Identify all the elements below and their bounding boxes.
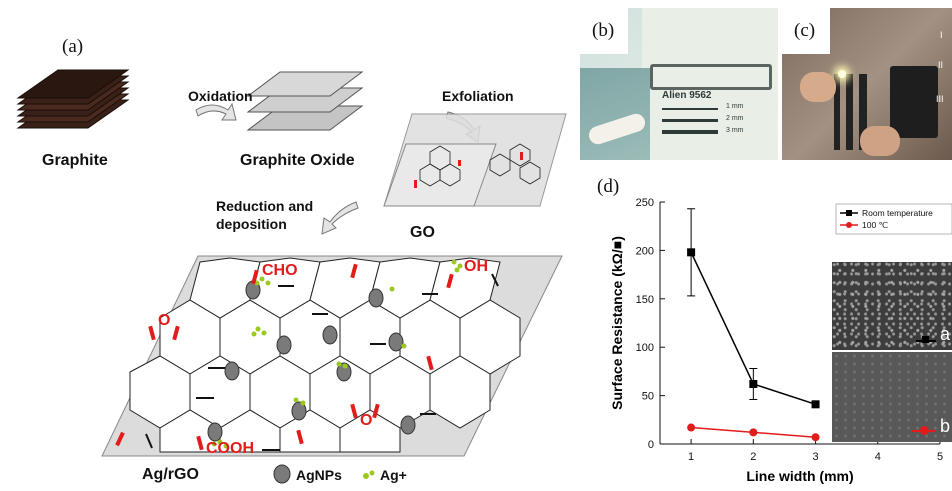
width-label-2: 2 mm <box>726 115 744 122</box>
group-cooh: COOH <box>206 440 254 457</box>
y-tick-label: 200 <box>636 245 654 257</box>
y-axis-label: Surface Resistance (kΩ/■) <box>609 236 625 410</box>
label-deposition: deposition <box>216 216 287 232</box>
width-label-1: 1 mm <box>726 103 744 110</box>
go-sheet-icon <box>383 113 567 207</box>
legend-agnps-label: AgNPs <box>296 467 342 483</box>
label-graphite-oxide: Graphite Oxide <box>240 152 355 169</box>
label-oxidation: Oxidation <box>188 88 253 104</box>
group-o-left: O <box>158 312 171 329</box>
photo-paper <box>642 8 778 160</box>
antenna-trace <box>650 64 772 90</box>
y-tick-label: 150 <box>636 294 654 306</box>
y-tick-label: 100 <box>636 342 654 354</box>
resistance-chart: 0 50 100 150 200 250 1 2 3 4 5 Line width (mm) Surfa… <box>609 197 952 484</box>
x-tick-label: 2 <box>750 451 756 463</box>
panel-c-letter-box <box>782 8 830 54</box>
group-cho: CHO <box>262 262 298 279</box>
legend-ag-label: Ag+ <box>380 467 407 483</box>
legend-label-0: Room temperature <box>862 208 933 218</box>
trace-1mm <box>662 108 718 110</box>
legend-marker-1 <box>846 222 852 228</box>
ag-rgo-sheet-icon <box>101 255 563 457</box>
y-tick-label: 50 <box>642 391 654 403</box>
photo-strip-2 <box>846 74 853 150</box>
label-graphite: Graphite <box>42 152 108 169</box>
data-point-square <box>687 248 696 257</box>
photo-hand-left <box>800 72 836 102</box>
data-point-circle <box>687 423 696 432</box>
x-tick-label: 3 <box>812 451 818 463</box>
panel-b-letter-box <box>580 8 628 54</box>
label-reduction: Reduction and <box>216 198 314 214</box>
x-axis-label: Line width (mm) <box>746 468 853 484</box>
sem-inset-b: b <box>832 352 952 442</box>
y-tick-label: 250 <box>636 197 654 209</box>
led-glow <box>838 70 846 78</box>
panel-b-photo: Alien 9562 1 mm 2 mm 3 mm (b) <box>580 8 778 160</box>
panel-c-photo: I II III (c) <box>782 8 952 160</box>
inset-a-label: a <box>940 324 951 344</box>
panel-c-letter: (c) <box>794 20 816 41</box>
photo-hand-right <box>860 126 900 156</box>
label-go: GO <box>410 224 435 241</box>
marker-ii: II <box>938 60 944 70</box>
label-ag-rgo: Ag/rGO <box>142 466 199 483</box>
group-oh: OH <box>464 258 488 275</box>
x-tick-label: 1 <box>688 451 694 463</box>
trace-3mm <box>662 130 718 134</box>
sem-inset-a: a <box>832 262 952 350</box>
inset-a-marker <box>922 336 929 343</box>
trace-2mm <box>662 119 718 122</box>
graphite-stack-icon <box>16 69 130 129</box>
photo-strip-1 <box>834 74 840 150</box>
x-tick-label: 4 <box>875 451 881 463</box>
data-point-square <box>749 379 758 388</box>
x-tick-label: 5 <box>937 451 943 463</box>
photo-brand: Alien 9562 <box>662 90 712 101</box>
y-tick-label: 0 <box>648 439 654 451</box>
panel-a-letter: (a) <box>62 36 84 57</box>
inset-b-marker <box>920 426 929 435</box>
data-point-square <box>811 400 820 409</box>
legend-marker-0 <box>846 210 852 216</box>
label-exfoliation: Exfoliation <box>442 88 514 104</box>
ag-ion-legend-icon <box>363 470 375 479</box>
photo-strip-3 <box>859 74 867 150</box>
panel-b-letter: (b) <box>592 20 615 41</box>
panel-d-letter: (d) <box>597 176 620 197</box>
agnps-legend-icon <box>273 464 291 484</box>
legend-label-1: 100 ℃ <box>862 220 889 230</box>
legend-box <box>835 203 952 235</box>
data-point-circle <box>811 433 820 442</box>
inset-b-label: b <box>940 416 951 436</box>
panel-a: (a) <box>16 36 567 484</box>
marker-iii: III <box>936 94 944 104</box>
photo-battery <box>890 66 938 138</box>
data-point-circle <box>749 428 758 437</box>
graphite-oxide-sheets-icon <box>246 71 364 131</box>
width-label-3: 3 mm <box>726 127 744 134</box>
group-o-right: O <box>360 412 373 429</box>
marker-i: I <box>940 30 943 40</box>
schematic-a <box>16 69 567 484</box>
